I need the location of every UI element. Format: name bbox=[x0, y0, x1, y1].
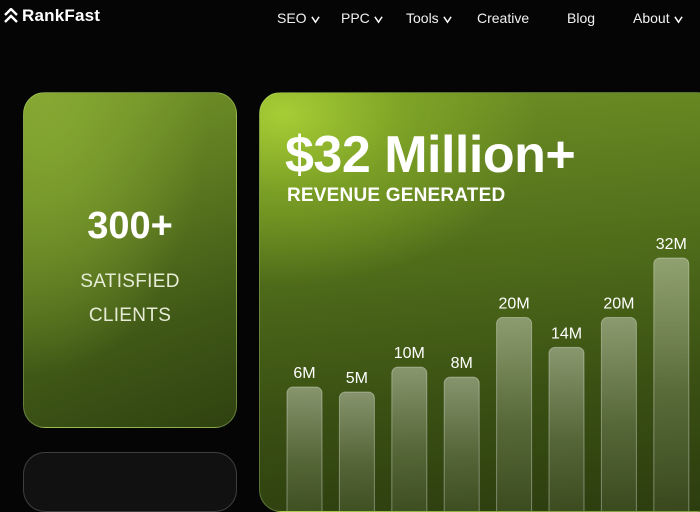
nav-ppc[interactable]: PPC bbox=[341, 10, 383, 26]
nav-blog-label: Blog bbox=[567, 10, 596, 26]
bar-4 bbox=[496, 317, 533, 511]
nav-ppc-label: PPC bbox=[341, 10, 370, 26]
clients-count: 300+ bbox=[87, 205, 173, 247]
bar-6 bbox=[600, 317, 637, 511]
bar-label-5: 14M bbox=[551, 325, 582, 342]
bar-label-6: 20M bbox=[603, 296, 634, 313]
top-nav: RankFast SEO PPC Tools Creative Blog Abo… bbox=[0, 0, 700, 38]
chevron-down-icon bbox=[442, 16, 452, 24]
nav-about-label: About bbox=[633, 10, 670, 26]
chevron-down-icon bbox=[374, 16, 383, 24]
bar-5 bbox=[548, 346, 585, 511]
brand-name: RankFast bbox=[22, 6, 101, 25]
bar-label-4: 20M bbox=[499, 296, 530, 313]
next-stat-card bbox=[23, 452, 237, 512]
nav-seo[interactable]: SEO bbox=[277, 10, 320, 26]
bar-label-7: 32M bbox=[656, 236, 687, 253]
nav-tools[interactable]: Tools bbox=[406, 10, 452, 26]
nav-about[interactable]: About bbox=[633, 10, 683, 26]
revenue-card: 6M 5M 10M 8M 20M 14M 20M 32M $32 Million+ REVEN… bbox=[259, 92, 700, 512]
bar-1 bbox=[338, 391, 375, 511]
chevron-logo-icon bbox=[4, 8, 18, 23]
bar-label-1: 5M bbox=[346, 370, 368, 387]
bar-3 bbox=[443, 376, 480, 511]
clients-label-line1: SATISFIED bbox=[80, 271, 180, 292]
nav-blog[interactable]: Blog bbox=[567, 10, 595, 26]
revenue-value: $32 Million+ bbox=[285, 126, 576, 184]
bar-0 bbox=[286, 386, 323, 511]
nav-tools-label: Tools bbox=[406, 10, 439, 26]
clients-stat-card: 300+ SATISFIED CLIENTS bbox=[23, 92, 237, 428]
bar-label-2: 10M bbox=[394, 345, 425, 362]
clients-label: SATISFIED CLIENTS bbox=[24, 265, 236, 333]
nav-creative[interactable]: Creative bbox=[477, 10, 529, 26]
nav-seo-label: SEO bbox=[277, 10, 307, 26]
nav-creative-label: Creative bbox=[477, 10, 530, 26]
brand-logo[interactable]: RankFast bbox=[4, 6, 100, 26]
revenue-label: REVENUE GENERATED bbox=[287, 185, 506, 206]
chevron-down-icon bbox=[310, 16, 320, 24]
bar-label-3: 8M bbox=[451, 355, 473, 372]
clients-label-line2: CLIENTS bbox=[88, 305, 172, 326]
chevron-down-icon bbox=[673, 16, 683, 24]
bar-label-0: 6M bbox=[293, 365, 315, 382]
bar-2 bbox=[391, 366, 428, 511]
bar-7 bbox=[653, 257, 690, 511]
